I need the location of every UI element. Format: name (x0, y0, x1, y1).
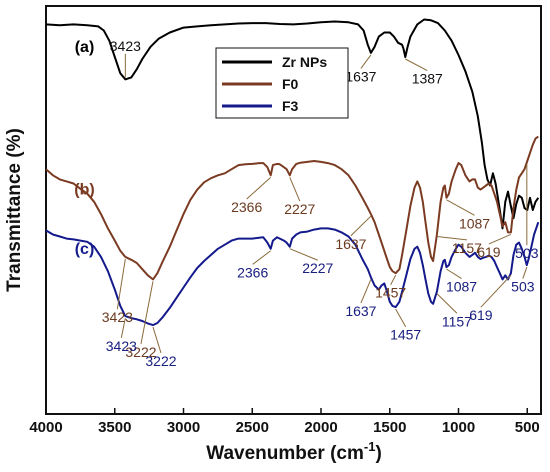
peak-label: 3423 (110, 38, 141, 54)
peak-leader-line (405, 58, 428, 71)
series-line-f0 (45, 135, 539, 281)
peak-label: 1637 (345, 68, 376, 84)
x-tick-label: 3500 (98, 419, 131, 436)
peak-leader-line (140, 281, 154, 344)
peak-leader-line (246, 176, 272, 200)
peak-leader-line (480, 274, 512, 308)
peak-label: 619 (477, 244, 501, 260)
peak-label: 1637 (335, 236, 366, 252)
peak-label: 1087 (459, 215, 490, 231)
peak-label: 1637 (345, 303, 376, 319)
peak-leader-line (436, 293, 458, 314)
peak-leader-line (252, 250, 271, 265)
peak-leader-line (152, 326, 162, 354)
series-tag: (c) (75, 241, 95, 258)
peak-leader-line (436, 235, 467, 241)
peak-label: 503 (515, 245, 539, 261)
series-line-zr-nps (45, 18, 540, 230)
x-axis-title-end: ) (375, 443, 381, 464)
peak-label: 619 (469, 307, 493, 323)
peak-leader-line (350, 215, 372, 237)
peak-label: 1157 (452, 240, 482, 256)
x-tick-label: 4000 (29, 419, 62, 436)
peak-label: 3423 (102, 309, 133, 325)
x-tick-label: 500 (515, 419, 540, 436)
peak-label: 2366 (231, 199, 262, 215)
peak-label: 2227 (284, 201, 315, 217)
peak-label: 2366 (237, 264, 268, 280)
peak-label: 2227 (302, 260, 333, 276)
peak-label: 1457 (390, 327, 421, 343)
peak-label: 1157 (442, 313, 472, 329)
x-axis-title: Wavenumber (cm-1) (206, 439, 382, 464)
peak-label: 503 (511, 279, 535, 295)
series-tag: (a) (75, 39, 95, 56)
peak-leader-line (446, 199, 475, 216)
peak-label: 3222 (145, 353, 176, 369)
x-axis-title-superscript: -1 (364, 439, 376, 454)
peak-label: 1087 (446, 279, 477, 295)
x-axis-title-main: Wavenumber (cm (206, 443, 364, 464)
peak-label: 3423 (106, 338, 137, 354)
legend-entry: F3 (282, 98, 299, 114)
x-tick-label: 1000 (442, 419, 475, 436)
peak-leader-line (289, 177, 301, 202)
y-axis-title: Transmittance (%) (4, 128, 25, 292)
peak-leader-line (289, 248, 318, 261)
peak-label: 1457 (375, 285, 406, 301)
peak-leader-line (360, 279, 372, 304)
peak-label: 3222 (125, 344, 156, 360)
x-tick-label: 2000 (304, 419, 337, 436)
x-axis-ticks: 4000 3500 3000 2500 2000 1500 1000 500 (29, 408, 540, 436)
x-tick-label: 2500 (236, 419, 269, 436)
series-tag: (b) (74, 182, 94, 199)
series-layer: (a) (b) (c) (45, 18, 540, 327)
legend: Zr NPs F0 F3 (215, 47, 349, 119)
peak-leader-line (116, 258, 126, 310)
peak-leader-line (488, 233, 512, 245)
peak-leader-line (395, 308, 407, 327)
x-tick-label: 3000 (167, 419, 200, 436)
legend-entry: F0 (282, 76, 299, 92)
peak-leader-line (390, 275, 397, 285)
peak-leader-line (120, 317, 126, 338)
peak-label: 1387 (412, 71, 443, 87)
peak-leader-line (360, 54, 372, 69)
legend-entry: Zr NPs (282, 54, 327, 70)
series-line-f3 (45, 221, 540, 327)
peak-leader-line (446, 268, 462, 280)
x-tick-label: 1500 (373, 419, 406, 436)
peak-leader-line (522, 266, 528, 279)
